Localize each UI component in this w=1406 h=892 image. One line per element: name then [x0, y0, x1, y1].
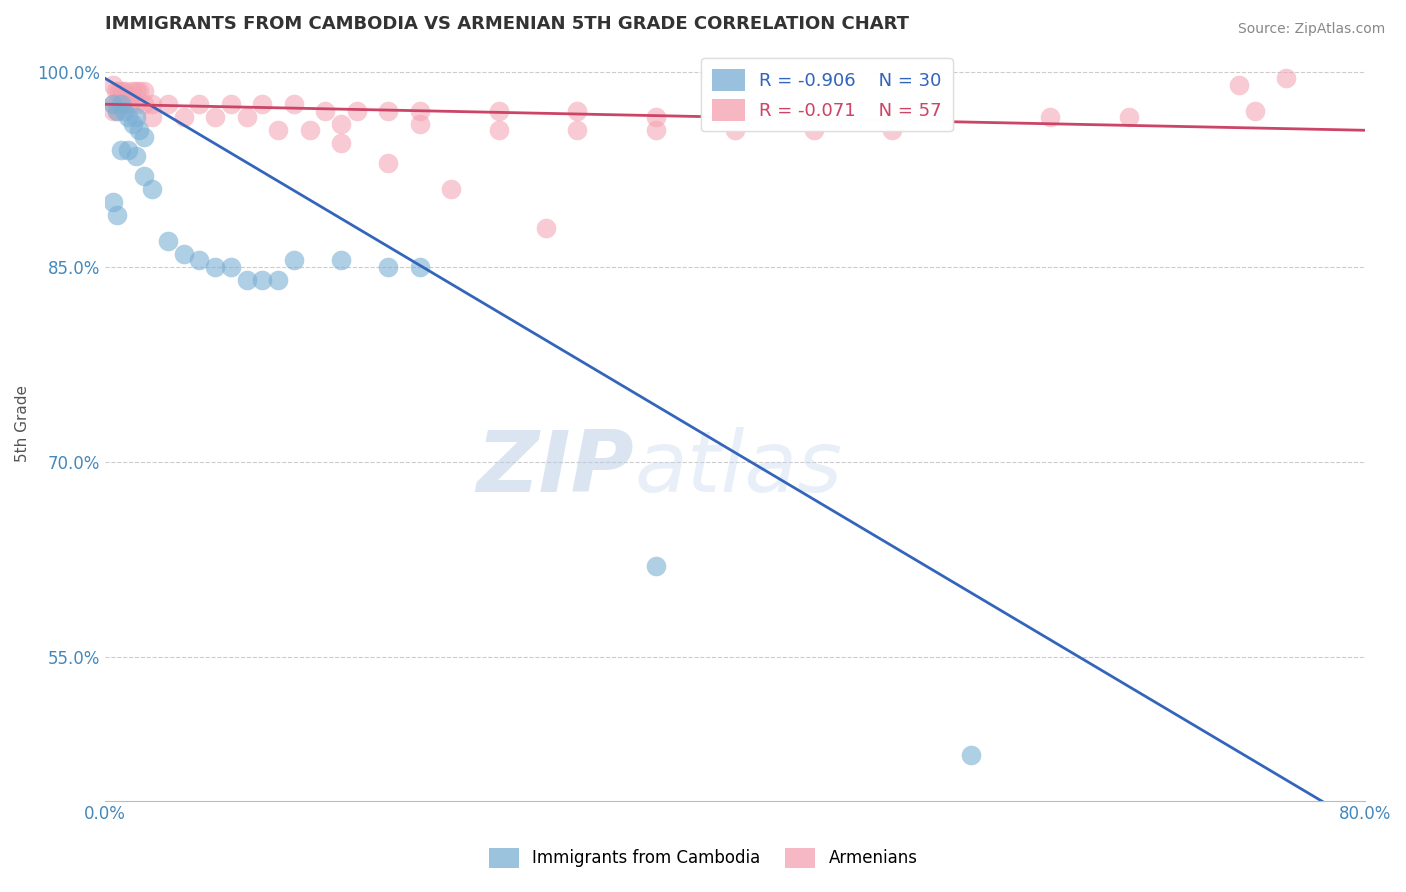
Point	[330, 253, 353, 268]
Point	[121, 84, 143, 98]
Point	[882, 123, 904, 137]
Point	[108, 84, 131, 98]
Point	[330, 117, 353, 131]
Point	[141, 182, 163, 196]
Point	[377, 156, 399, 170]
Point	[440, 182, 463, 196]
Point	[125, 149, 148, 163]
Point	[128, 123, 150, 137]
Point	[101, 78, 124, 92]
Point	[134, 129, 156, 144]
Point	[101, 103, 124, 118]
Point	[101, 97, 124, 112]
Point	[298, 123, 321, 137]
Point	[117, 143, 139, 157]
Point	[204, 110, 226, 124]
Point	[141, 110, 163, 124]
Point	[204, 260, 226, 274]
Point	[314, 103, 336, 118]
Point	[114, 84, 136, 98]
Point	[112, 97, 135, 112]
Point	[534, 220, 557, 235]
Point	[141, 97, 163, 112]
Point	[252, 273, 274, 287]
Point	[409, 260, 432, 274]
Point	[1275, 71, 1298, 86]
Point	[645, 559, 668, 574]
Point	[117, 110, 139, 124]
Point	[488, 103, 510, 118]
Point	[125, 110, 148, 124]
Text: IMMIGRANTS FROM CAMBODIA VS ARMENIAN 5TH GRADE CORRELATION CHART: IMMIGRANTS FROM CAMBODIA VS ARMENIAN 5TH…	[105, 15, 908, 33]
Point	[283, 253, 305, 268]
Point	[645, 123, 668, 137]
Point	[122, 117, 145, 131]
Point	[267, 123, 290, 137]
Point	[128, 84, 150, 98]
Text: ZIP: ZIP	[477, 427, 634, 510]
Point	[134, 169, 156, 183]
Point	[117, 91, 139, 105]
Point	[346, 103, 368, 118]
Point	[882, 110, 904, 124]
Point	[112, 103, 135, 118]
Point	[173, 247, 195, 261]
Point	[107, 103, 129, 118]
Point	[377, 103, 399, 118]
Point	[104, 84, 127, 98]
Point	[488, 123, 510, 137]
Point	[125, 84, 148, 98]
Point	[219, 260, 242, 274]
Point	[101, 97, 124, 112]
Point	[724, 110, 747, 124]
Point	[110, 97, 132, 112]
Point	[156, 234, 179, 248]
Point	[267, 273, 290, 287]
Point	[724, 123, 747, 137]
Point	[960, 747, 983, 762]
Point	[803, 123, 825, 137]
Point	[107, 97, 129, 112]
Point	[1227, 78, 1250, 92]
Legend: R = -0.906    N = 30, R = -0.071    N = 57: R = -0.906 N = 30, R = -0.071 N = 57	[702, 59, 953, 131]
Point	[567, 103, 589, 118]
Point	[235, 273, 257, 287]
Legend: Immigrants from Cambodia, Armenians: Immigrants from Cambodia, Armenians	[482, 841, 924, 875]
Point	[134, 97, 156, 112]
Text: Source: ZipAtlas.com: Source: ZipAtlas.com	[1237, 22, 1385, 37]
Point	[1118, 110, 1140, 124]
Point	[111, 84, 134, 98]
Point	[118, 97, 141, 112]
Point	[107, 103, 129, 118]
Point	[1039, 110, 1062, 124]
Point	[156, 97, 179, 112]
Point	[567, 123, 589, 137]
Point	[188, 253, 211, 268]
Point	[107, 208, 129, 222]
Point	[188, 97, 211, 112]
Point	[1243, 103, 1265, 118]
Point	[110, 143, 132, 157]
Point	[803, 110, 825, 124]
Point	[125, 97, 148, 112]
Point	[377, 260, 399, 274]
Y-axis label: 5th Grade: 5th Grade	[15, 384, 30, 462]
Point	[409, 103, 432, 118]
Point	[645, 110, 668, 124]
Point	[235, 110, 257, 124]
Point	[330, 136, 353, 151]
Point	[134, 84, 156, 98]
Point	[101, 194, 124, 209]
Point	[252, 97, 274, 112]
Point	[283, 97, 305, 112]
Text: atlas: atlas	[634, 427, 842, 510]
Point	[219, 97, 242, 112]
Point	[409, 117, 432, 131]
Point	[173, 110, 195, 124]
